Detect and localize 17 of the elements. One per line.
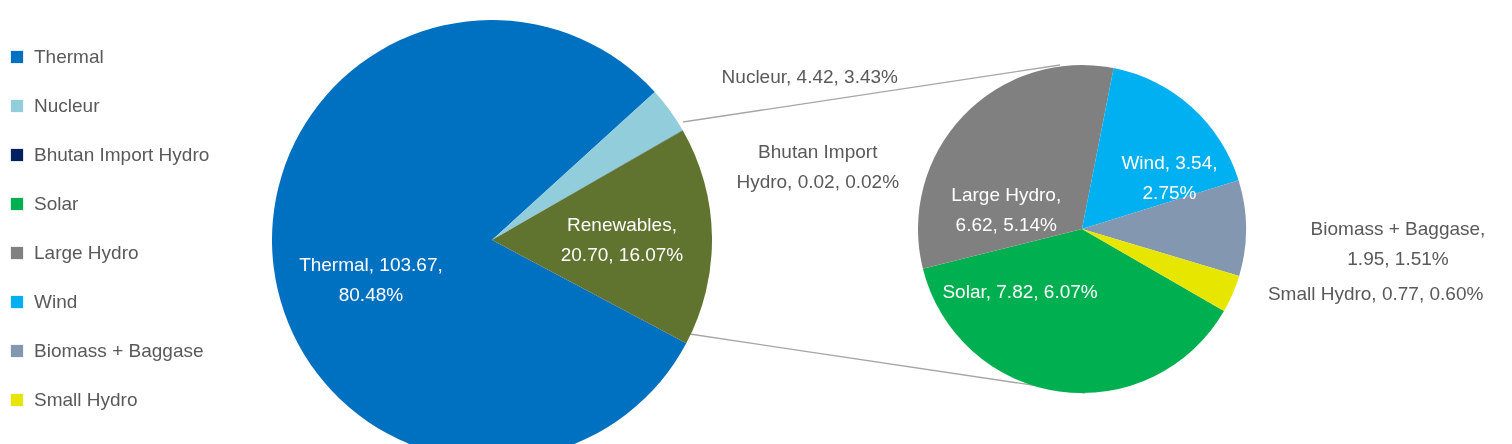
data-label: Renewables, 20.70, 16.07% [560, 213, 684, 265]
legend-label: Nucleur [34, 95, 101, 116]
legend-label: Biomass + Baggase [34, 340, 204, 361]
legend-label: Solar [34, 193, 80, 214]
data-label: Biomass + Baggase, 1.95, 1.51% [1310, 218, 1486, 269]
data-label: Small Hydro, 0.77, 0.60% [1267, 282, 1484, 304]
data-label: Bhutan Import Hydro, 0.02, 0.02% [736, 141, 900, 193]
legend-label: Large Hydro [34, 242, 139, 263]
legend-label: Wind [34, 291, 78, 312]
legend-label: Thermal [34, 46, 104, 67]
data-label: Large Hydro, 6.62, 5.14% [951, 184, 1062, 236]
legend-label: Small Hydro [34, 389, 138, 410]
data-label: Solar, 7.82, 6.07% [942, 281, 1098, 303]
legend-label: Bhutan Import Hydro [34, 144, 210, 165]
data-label: Thermal, 103.67, 80.48% [299, 254, 443, 306]
data-label: Nucleur, 4.42, 3.43% [721, 66, 899, 88]
data-label: Wind, 3.54, 2.75% [1121, 152, 1218, 204]
